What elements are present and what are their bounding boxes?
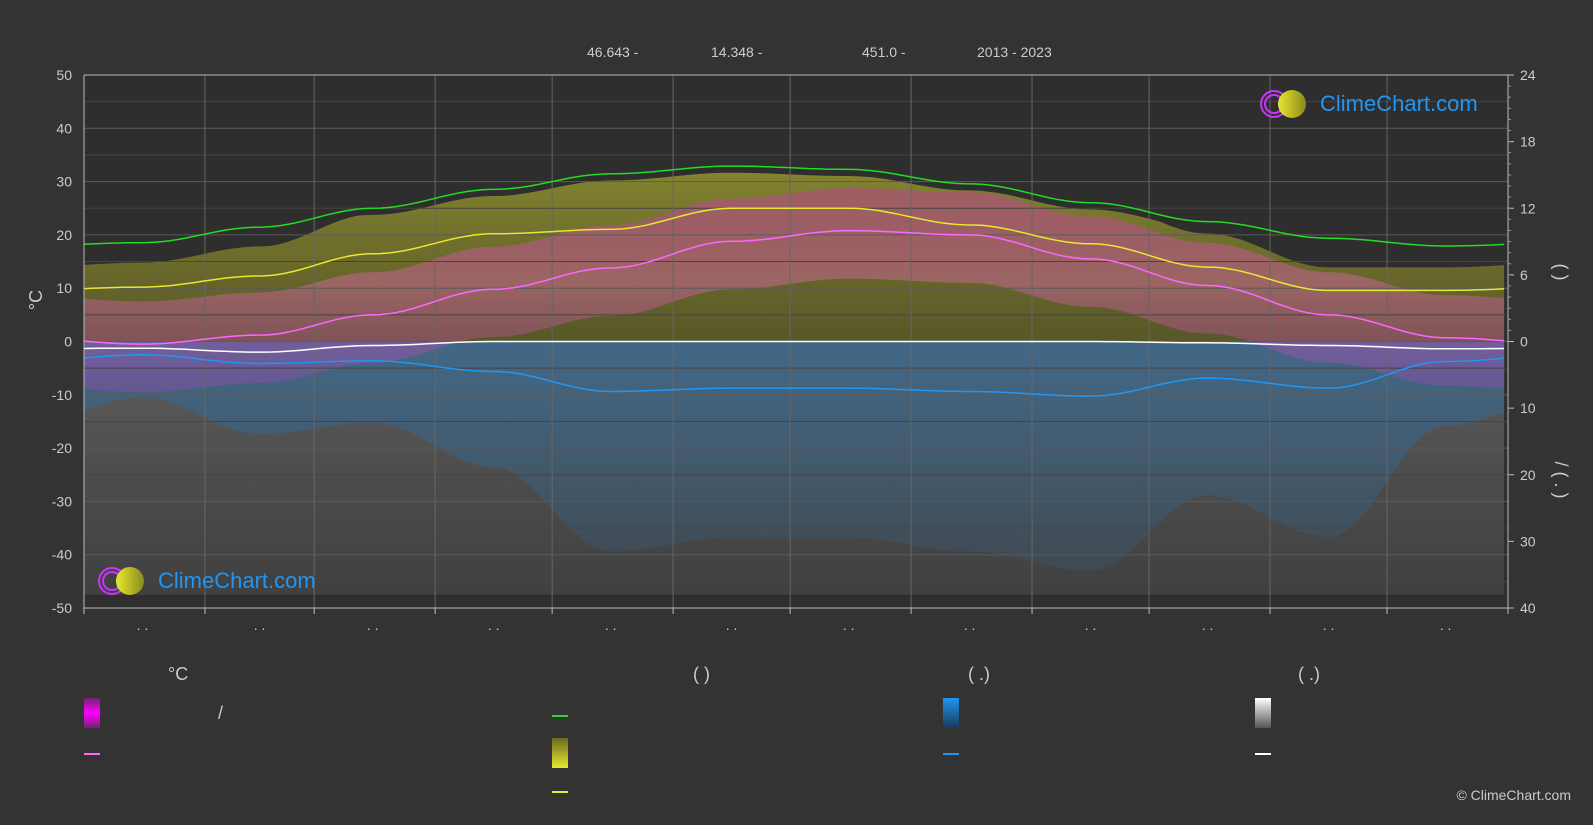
y-tick-label-left: -10: [52, 387, 72, 403]
y-tick-label-left: -50: [52, 600, 72, 616]
y-tick-label-right-mm: 30: [1520, 533, 1536, 549]
x-tick-label: . .: [254, 617, 266, 633]
y-tick-label-left: 10: [56, 280, 72, 296]
y-tick-label-left: 50: [56, 67, 72, 83]
y-tick-label-right-mm: 20: [1520, 467, 1536, 483]
y-axis-right-label-lower: / ( . ): [1551, 462, 1571, 499]
sunshine-mean-line: [83, 207, 1505, 292]
legend-rain-title: ( .): [968, 664, 990, 684]
header-years: 2013 - 2023: [977, 44, 1052, 60]
x-tick-label: . .: [1440, 617, 1452, 633]
logo-text: ClimeChart.com: [158, 568, 316, 593]
x-tick-label: . .: [1323, 617, 1335, 633]
y-tick-label-left: -30: [52, 493, 72, 509]
y-axis-left-label: °C: [26, 290, 46, 310]
header-longitude: 14.348 -: [711, 44, 763, 60]
y-tick-label-right-hours: 18: [1520, 134, 1536, 150]
y-tick-label-left: -20: [52, 440, 72, 456]
logo-icon: [98, 567, 144, 595]
x-tick-label: . .: [137, 617, 149, 633]
temperature-mean-line: [83, 229, 1505, 345]
logo-top[interactable]: ClimeChart.com: [1258, 88, 1478, 120]
y-tick-label-right-mm: 10: [1520, 400, 1536, 416]
legend-sun-title: ( ): [693, 664, 710, 684]
copyright: © ClimeChart.com: [1456, 787, 1571, 803]
x-tick-label: . .: [1085, 617, 1097, 633]
y-tick-label-left: 0: [64, 334, 72, 350]
y-tick-label-right-hours: 0: [1520, 334, 1528, 350]
legend-temperature-title: °C: [168, 664, 189, 684]
daylight-line: [83, 165, 1505, 247]
x-tick-label: . .: [726, 617, 738, 633]
logo-icon: [1260, 90, 1306, 118]
header-latitude: 46.643 -: [587, 44, 639, 60]
y-tick-label-right-hours: 6: [1520, 267, 1528, 283]
y-tick-label-right-hours: 12: [1520, 200, 1536, 216]
series-lines: [83, 165, 1505, 397]
precipitation-mean-line: [83, 354, 1505, 397]
x-tick-label: . .: [367, 617, 379, 633]
y-tick-label-left: -40: [52, 547, 72, 563]
x-tick-label: . .: [605, 617, 617, 633]
y-tick-label-right-mm: 40: [1520, 600, 1536, 616]
x-tick-label: . .: [1202, 617, 1214, 633]
y-tick-label-left: 40: [56, 120, 72, 136]
axes: 50 40 30 20 10 0 -10 -20 -30 -40 -50 24 18 12 6 0 10 20 30…: [52, 67, 1536, 633]
legend-snow-title: ( .): [1298, 664, 1320, 684]
header-elevation: 451.0 -: [862, 44, 906, 60]
legend-snow-range-swatch: [1255, 698, 1271, 728]
legend-precip-range-swatch: [943, 698, 959, 728]
legend-temp-range-label: /: [218, 703, 224, 723]
logo-text: ClimeChart.com: [1320, 91, 1478, 116]
legend-sunshine-range-swatch: [552, 738, 568, 768]
y-axis-right-label-upper: ( ): [1551, 264, 1571, 281]
legend-temp-range-swatch: [84, 698, 100, 728]
snow-mean-line: [83, 340, 1505, 353]
y-tick-label-right-hours: 24: [1520, 67, 1536, 83]
logo-bottom[interactable]: ClimeChart.com: [96, 565, 316, 597]
x-tick-label: . .: [843, 617, 855, 633]
x-tick-label: . .: [488, 617, 500, 633]
y-tick-label-left: 30: [56, 174, 72, 190]
y-tick-label-left: 20: [56, 227, 72, 243]
x-tick-label: . .: [964, 617, 976, 633]
